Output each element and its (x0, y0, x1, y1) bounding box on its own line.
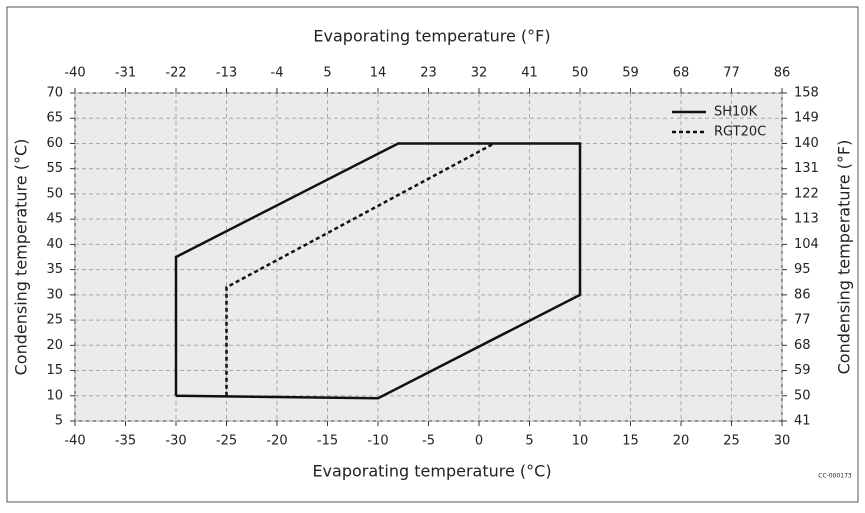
y-tick-label: 5 (55, 414, 63, 429)
x-tick-label: 30 (774, 434, 791, 449)
x-tick-label: 20 (673, 434, 690, 449)
x2-tick-label: -13 (216, 66, 237, 81)
y2-tick-label: 122 (794, 186, 819, 201)
note: CC-000173 (818, 473, 852, 480)
y-tick-label: 35 (46, 262, 63, 277)
y-tick-label: 25 (46, 313, 63, 328)
y2-tick-label: 131 (794, 161, 819, 176)
x-tick-label: 25 (723, 434, 740, 449)
x2-tick-label: 86 (774, 66, 791, 81)
y2-tick-label: 95 (794, 262, 811, 277)
x-tick-label: -10 (367, 434, 388, 449)
legend-label: RGT20C (714, 125, 766, 140)
x-tick-label: -20 (266, 434, 287, 449)
series-line (225, 142, 495, 396)
legend-label: SH10K (714, 105, 758, 120)
x-tick-label: 10 (572, 434, 589, 449)
x2-tick-label: -40 (64, 66, 85, 81)
y-tick-label: 70 (46, 86, 63, 101)
x-tick-label: -15 (317, 434, 338, 449)
frame (6, 6, 859, 503)
y2-axis-label: Condensing temperature (°F) (835, 140, 854, 375)
series-line (174, 142, 582, 400)
x-tick-label: -5 (422, 434, 435, 449)
x2-tick-label: -4 (271, 66, 284, 81)
x2-tick-label: 41 (521, 66, 538, 81)
x-tick-label: -35 (115, 434, 136, 449)
y2-tick-label: 104 (794, 237, 819, 252)
y-tick-label: 15 (46, 363, 63, 378)
y2-tick-label: 50 (794, 388, 811, 403)
x2-tick-label: 14 (370, 66, 387, 81)
y-tick-label: 45 (46, 212, 63, 227)
x2-tick-label: 23 (420, 66, 437, 81)
x-tick-label: -40 (64, 434, 85, 449)
x2-tick-label: 68 (673, 66, 690, 81)
x2-tick-label: -31 (115, 66, 136, 81)
y-tick-label: 50 (46, 186, 63, 201)
y2-tick-label: 68 (794, 338, 811, 353)
x-tick-label: -25 (216, 434, 237, 449)
x-tick-label: -30 (165, 434, 186, 449)
y2-tick-label: 149 (794, 111, 819, 126)
x2-tick-label: 77 (723, 66, 740, 81)
y-tick-label: 65 (46, 111, 63, 126)
y-tick-label: 55 (46, 161, 63, 176)
y-tick-label: 40 (46, 237, 63, 252)
x-tick-label: 0 (475, 434, 483, 449)
x2-tick-label: 59 (622, 66, 639, 81)
y2-tick-label: 113 (794, 212, 819, 227)
y-tick-label: 30 (46, 287, 63, 302)
y2-tick-label: 59 (794, 363, 811, 378)
y2-tick-label: 77 (794, 313, 811, 328)
x2-tick-label: -22 (165, 66, 186, 81)
x-tick-label: 5 (525, 434, 533, 449)
y2-tick-label: 158 (794, 86, 819, 101)
x-axis-label: Evaporating temperature (°C) (312, 462, 551, 481)
x2-axis-label: Evaporating temperature (°F) (313, 27, 550, 46)
y-tick-label: 60 (46, 136, 63, 151)
x2-tick-label: 50 (572, 66, 589, 81)
y-tick-label: 20 (46, 338, 63, 353)
y2-tick-label: 86 (794, 287, 811, 302)
x2-tick-label: 5 (323, 66, 331, 81)
y2-tick-label: 41 (794, 414, 811, 429)
y-tick-label: 10 (46, 388, 63, 403)
x-tick-label: 15 (622, 434, 639, 449)
y2-tick-label: 140 (794, 136, 819, 151)
y-axis-label: Condensing temperature (°C) (12, 139, 31, 376)
x2-tick-label: 32 (471, 66, 488, 81)
